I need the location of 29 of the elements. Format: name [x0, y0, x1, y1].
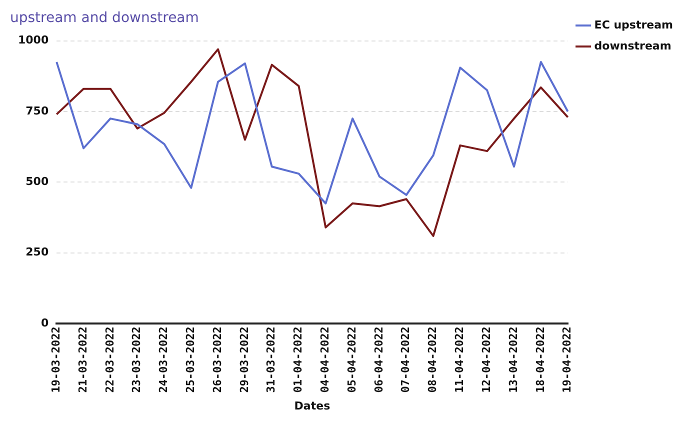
x-tick-label: 22-03-2022: [103, 326, 116, 393]
x-tick-label: 08-04-2022: [426, 326, 440, 393]
x-tick-label: 25-03-2022: [184, 326, 197, 393]
y-tick-label: 0: [40, 316, 49, 330]
x-tick-label: 07-04-2022: [399, 326, 412, 393]
chart-title: upstream and downstream: [10, 10, 199, 26]
x-tick-label: 19-03-2022: [49, 326, 62, 393]
y-tick-label: 500: [26, 175, 49, 188]
y-tick-label: 250: [26, 246, 49, 259]
x-tick-label: 29-03-2022: [238, 326, 251, 393]
x-tick-label: 12-04-2022: [480, 326, 493, 393]
x-tick-label: 26-03-2022: [210, 326, 224, 393]
legend-label: downstream: [594, 39, 672, 52]
x-tick-label: 01-04-2022: [292, 326, 305, 393]
x-tick-label: 31-03-2022: [264, 326, 278, 393]
x-tick-label: 13-04-2022: [506, 326, 520, 393]
x-tick-label: 18-04-2022: [534, 326, 547, 393]
x-tick-label: 19-04-2022: [560, 326, 574, 393]
x-tick-label: 24-03-2022: [157, 326, 170, 393]
x-tick-label: 23-03-2022: [130, 326, 144, 393]
y-tick-label: 1000: [18, 34, 49, 47]
legend-label: EC upstream: [594, 18, 674, 32]
x-axis-title: Dates: [294, 399, 331, 412]
x-tick-label: 21-03-2022: [76, 326, 90, 393]
y-tick-label: 750: [26, 104, 49, 118]
x-tick-label: 06-04-2022: [372, 326, 386, 393]
x-tick-label: 11-04-2022: [453, 326, 466, 393]
x-tick-label: 05-04-2022: [345, 326, 358, 393]
x-tick-label: 04-04-2022: [318, 326, 332, 393]
